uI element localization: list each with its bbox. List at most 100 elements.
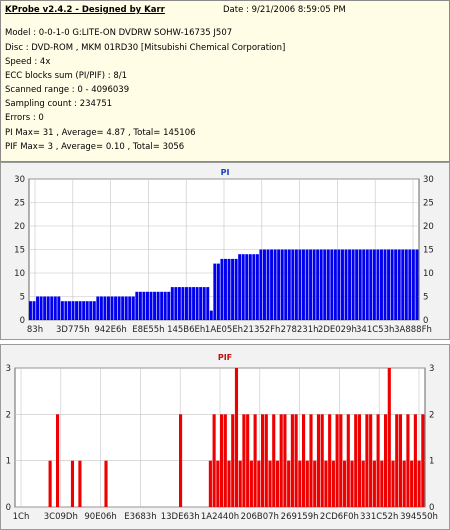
pi-bar: [160, 291, 164, 320]
pif-ytick-label-left: 0: [6, 503, 11, 513]
pi-bar: [305, 249, 309, 320]
pif-xtick-label: 331C52h: [360, 512, 398, 522]
pif-bar: [216, 460, 220, 507]
pif-xtick-label: E3683h: [124, 512, 156, 522]
pi-bar: [330, 249, 334, 320]
pif-bar: [354, 414, 358, 507]
pi-bar: [103, 296, 107, 320]
pif-bar: [56, 414, 60, 507]
pi-bar: [131, 296, 135, 320]
pif-bar: [78, 460, 82, 507]
pif-ytick-label-right: 1: [429, 457, 434, 467]
pi-bar: [78, 301, 82, 320]
info-errors: Errors : 0: [5, 113, 44, 123]
pi-bar: [337, 249, 341, 320]
pif-bar: [264, 414, 268, 507]
pi-bar: [39, 296, 43, 320]
pi-bar: [404, 249, 408, 320]
pi-bar: [146, 291, 149, 320]
pi-bar: [241, 254, 245, 320]
pi-bar: [138, 291, 142, 320]
pif-ytick-label-right: 0: [429, 503, 434, 513]
pi-bar: [50, 296, 54, 320]
pif-bar: [361, 460, 365, 507]
pif-bar: [350, 460, 354, 507]
pi-bar: [128, 296, 132, 320]
pi-ytick-label-left: 15: [14, 246, 25, 256]
pi-bar: [316, 249, 320, 320]
pif-bar: [398, 414, 403, 507]
pi-bar: [89, 301, 93, 320]
pi-bar: [29, 301, 32, 320]
pif-xtick-label: 269159h: [281, 512, 319, 522]
pi-bar: [121, 296, 125, 320]
pif-bar: [302, 414, 306, 507]
pi-ytick-label-right: 10: [423, 269, 434, 279]
pif-bar: [246, 414, 250, 507]
pi-bar: [114, 296, 118, 320]
pi-bar: [358, 249, 362, 320]
pi-xtick-label: E8E55h: [132, 325, 164, 335]
pi-bar: [199, 287, 203, 320]
pi-bar: [408, 249, 412, 320]
pif-bar: [179, 414, 183, 507]
pi-bar: [32, 301, 36, 320]
scan-date: Date : 9/21/2006 8:59:05 PM: [223, 5, 346, 15]
pif-bar: [324, 460, 328, 507]
pi-bar: [36, 296, 40, 320]
pi-bar: [170, 287, 174, 320]
pi-xtick-label: 278231h: [281, 325, 319, 335]
pi-bar: [351, 249, 355, 320]
pi-bar: [209, 310, 213, 320]
pif-bar: [343, 460, 347, 507]
pif-bar: [290, 414, 294, 507]
pi-bar: [309, 249, 313, 320]
pi-bar: [53, 296, 57, 320]
pif-bar: [328, 414, 332, 507]
pi-bar: [238, 254, 242, 320]
pi-bar: [248, 254, 252, 320]
info-model: Model : 0-0-1-0 G:LITE-ON DVDRW SOHW-167…: [5, 28, 233, 38]
pif-bar: [275, 460, 280, 507]
pif-bar: [376, 414, 380, 507]
pi-bar: [252, 254, 256, 320]
pi-bar: [245, 254, 249, 320]
pi-bar: [188, 287, 192, 320]
pif-xtick-label: 206B07h: [241, 512, 279, 522]
pif-bar: [402, 460, 406, 507]
pi-ytick-label-left: 10: [14, 269, 25, 279]
pi-bar: [390, 249, 394, 320]
pi-bar: [68, 301, 71, 320]
pi-bar: [174, 287, 178, 320]
pi-bar: [344, 249, 348, 320]
info-disc: Disc : DVD-ROM , MKM 01RD30 [Mitsubishi …: [5, 43, 286, 53]
pi-ytick-label-right: 20: [423, 222, 434, 232]
pif-bar: [279, 414, 283, 507]
pi-bar: [401, 249, 405, 320]
pi-bar: [273, 249, 277, 320]
pi-bar: [397, 249, 401, 320]
pi-bar: [135, 291, 139, 320]
pif-bar: [313, 460, 317, 507]
pi-bar: [284, 249, 288, 320]
pif-bar: [294, 414, 298, 507]
pi-bar: [291, 249, 295, 320]
pi-ytick-label-right: 30: [423, 175, 434, 185]
pi-bar: [181, 287, 185, 320]
pi-bar: [124, 296, 128, 320]
pif-bar: [212, 414, 216, 507]
pi-chart-panel: PI 0 0 5 5 10 10 15 15 20 20 25 25 30 30 83h 3D775h 942E…: [0, 162, 450, 340]
pi-bar: [96, 296, 100, 320]
pi-bar: [117, 296, 121, 320]
pi-xtick-label: 942E6h: [94, 325, 126, 335]
pi-xtick-label: 145B6Eh: [167, 325, 205, 335]
pif-bar: [231, 414, 235, 507]
info-pif-stats: PIF Max= 3 , Average= 0.10 , Total= 3056: [5, 142, 185, 152]
pif-bar: [220, 414, 224, 507]
app-title: KProbe v2.4.2 - Designed by Karr: [5, 5, 165, 15]
pi-chart-title: PI: [221, 168, 230, 177]
pi-xtick-label: 341C53h: [356, 325, 394, 335]
pi-bar: [153, 291, 157, 320]
pi-bar: [71, 301, 75, 320]
pi-bar: [224, 258, 227, 320]
